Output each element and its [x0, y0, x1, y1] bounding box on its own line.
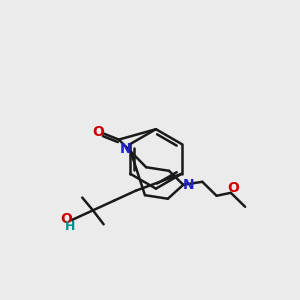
Text: O: O	[227, 181, 239, 195]
Text: O: O	[60, 212, 72, 226]
Text: H: H	[65, 220, 75, 233]
Text: N: N	[183, 178, 194, 192]
Text: N: N	[119, 142, 131, 156]
Text: O: O	[93, 125, 104, 139]
